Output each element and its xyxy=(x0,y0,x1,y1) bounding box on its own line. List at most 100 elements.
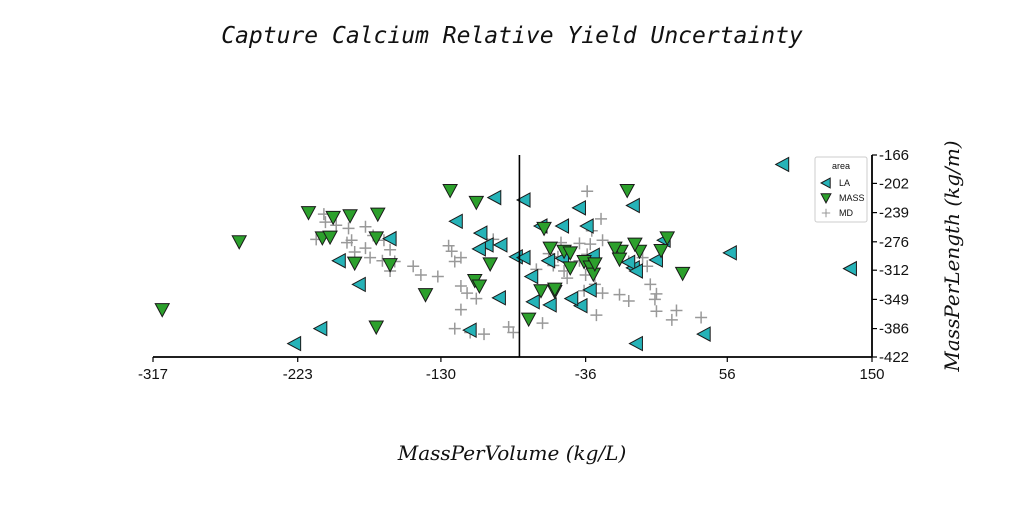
data-point-mass xyxy=(342,209,358,224)
data-point-mass xyxy=(659,231,676,246)
data-point-md xyxy=(359,220,372,233)
data-point-mass xyxy=(533,284,549,299)
data-point-mass xyxy=(674,266,691,282)
data-point-mass xyxy=(368,320,385,336)
data-point-mass xyxy=(471,279,488,295)
data-point-la xyxy=(628,263,643,279)
data-point-md xyxy=(330,219,343,232)
axes: -317 -223 -130 -36 56 150 -166 -202 -239 -276 -312… xyxy=(138,147,909,383)
data-point-md xyxy=(561,272,574,285)
data-point-md xyxy=(461,287,474,300)
x-tick-label: 56 xyxy=(719,366,736,383)
y-tick-label: -239 xyxy=(879,205,909,222)
data-point-md xyxy=(596,287,609,300)
data-point-md xyxy=(650,287,663,300)
data-point-md xyxy=(584,238,597,251)
data-point-la xyxy=(382,230,397,247)
data-point-la xyxy=(542,297,557,313)
data-point-mass xyxy=(547,282,563,298)
data-point-md xyxy=(536,317,549,330)
data-point-la xyxy=(515,249,531,266)
y-tick-label: -166 xyxy=(879,147,909,164)
data-point-md xyxy=(613,288,626,301)
data-point-md xyxy=(648,293,661,306)
x-tick-label: -317 xyxy=(138,366,168,383)
data-point-mass xyxy=(562,261,579,276)
plot-area xyxy=(154,156,857,352)
data-point-la xyxy=(331,252,346,269)
data-point-mass xyxy=(611,252,628,268)
data-point-md xyxy=(670,304,683,317)
data-point-mass xyxy=(417,288,434,303)
data-point-md xyxy=(348,246,361,259)
data-point-la xyxy=(471,241,486,257)
y-tick-label: -386 xyxy=(879,321,909,338)
x-tick-label: 150 xyxy=(859,366,884,383)
data-point-mass xyxy=(300,206,317,221)
data-point-mass xyxy=(542,241,559,257)
y-tick-label: -422 xyxy=(879,349,909,366)
data-point-md xyxy=(650,305,663,318)
data-point-la xyxy=(486,189,502,206)
legend-marker-md xyxy=(821,208,831,218)
data-point-md xyxy=(470,292,483,305)
data-point-mass xyxy=(368,231,385,246)
data-point-la xyxy=(286,335,302,352)
y-tick-label: -349 xyxy=(879,291,909,308)
data-point-la xyxy=(579,218,594,234)
data-point-la xyxy=(572,297,588,314)
data-point-la xyxy=(648,252,663,268)
legend-box xyxy=(814,156,868,223)
data-point-la xyxy=(842,260,857,277)
data-point-md xyxy=(442,239,455,252)
data-point-la xyxy=(462,322,477,339)
legend-label-md: MD xyxy=(839,208,853,218)
data-point-md xyxy=(384,243,397,256)
data-point-la xyxy=(696,326,711,342)
y-tick-label: -202 xyxy=(879,175,909,192)
data-point-la xyxy=(525,293,540,310)
data-point-mass xyxy=(325,210,341,226)
data-point-mass xyxy=(369,207,386,223)
data-point-mass xyxy=(619,184,636,199)
data-point-la xyxy=(620,254,636,271)
data-point-mass xyxy=(627,237,643,253)
data-point-md xyxy=(595,212,608,225)
y-tick-label: -312 xyxy=(879,262,909,279)
data-point-la xyxy=(472,225,488,241)
data-point-md xyxy=(448,322,461,335)
data-point-md xyxy=(431,270,444,283)
legend: area LA MASS MD xyxy=(814,156,868,223)
data-point-md xyxy=(581,185,594,198)
data-point-la xyxy=(774,156,790,173)
data-point-mass xyxy=(382,258,398,273)
legend-title: area xyxy=(832,161,850,171)
legend-label-la: LA xyxy=(839,178,850,188)
data-point-la xyxy=(491,289,506,306)
data-point-la xyxy=(523,268,539,285)
data-point-md xyxy=(445,245,458,258)
data-point-mass xyxy=(322,230,338,246)
x-tick-label: -36 xyxy=(575,366,597,383)
data-point-la xyxy=(625,197,640,214)
data-point-md xyxy=(454,251,467,264)
data-point-md xyxy=(695,311,708,324)
data-point-md xyxy=(364,251,377,264)
y-tick-label: -276 xyxy=(879,234,909,251)
data-point-la xyxy=(563,290,579,307)
data-point-md xyxy=(596,234,609,247)
data-point-md xyxy=(414,268,427,281)
data-point-md xyxy=(454,279,467,292)
data-point-md xyxy=(507,326,520,339)
data-point-la xyxy=(448,213,463,230)
x-tick-label: -130 xyxy=(426,366,456,383)
data-point-md xyxy=(665,313,678,326)
legend-label-mass: MASS xyxy=(839,193,865,203)
data-point-la xyxy=(554,218,570,234)
data-point-la xyxy=(722,245,737,261)
data-point-md xyxy=(573,237,586,250)
data-point-la xyxy=(312,320,328,337)
data-point-md xyxy=(340,236,353,249)
data-point-md xyxy=(454,303,467,316)
data-point-la xyxy=(628,335,643,352)
